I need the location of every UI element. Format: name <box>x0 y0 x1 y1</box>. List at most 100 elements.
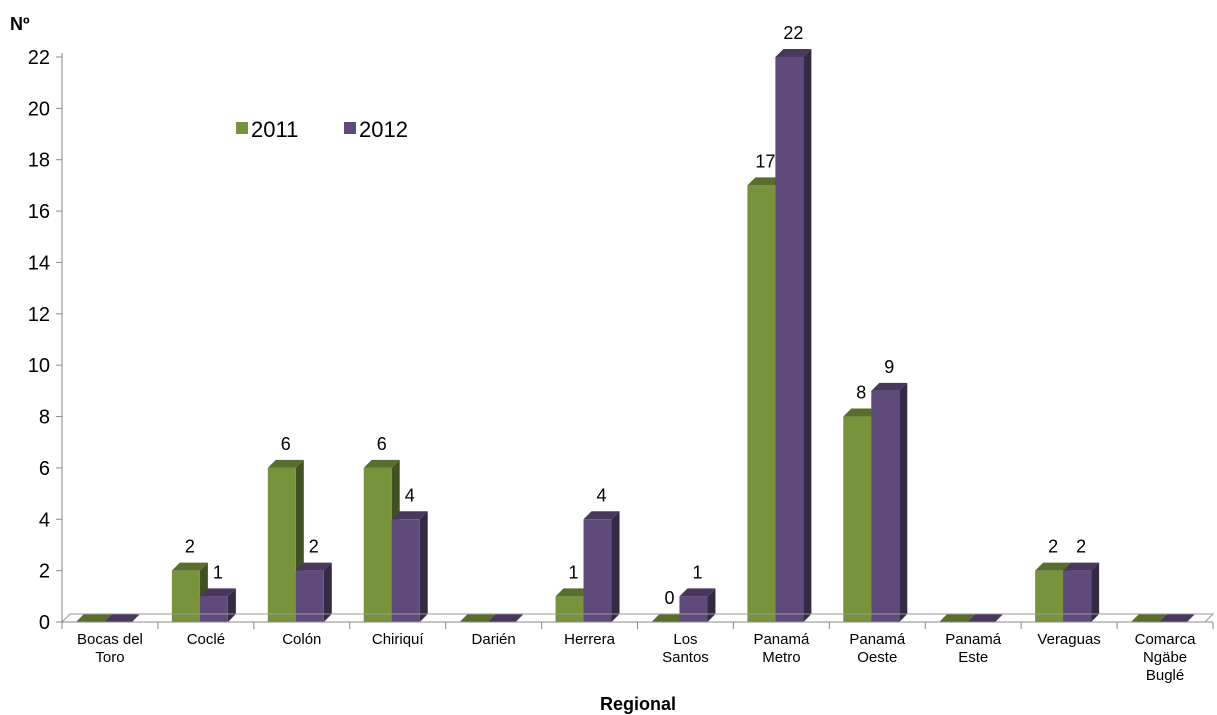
x-axis-title: Regional <box>600 694 676 714</box>
data-label: 1 <box>692 562 702 582</box>
x-tick-label: Los Santos <box>662 631 709 666</box>
x-tick-label: Panamá Metro <box>753 631 810 666</box>
bar-front <box>391 519 420 622</box>
x-tick-label: Chiriquí <box>372 631 425 648</box>
y-tick-label: 8 <box>39 407 50 429</box>
legend-label: 2012 <box>359 117 408 142</box>
x-tick-label: Herrera <box>564 631 616 648</box>
bar-front <box>295 570 324 622</box>
bar-side <box>323 562 332 622</box>
bar-top <box>747 177 784 186</box>
y-tick-label: 20 <box>28 98 50 120</box>
data-label: 2 <box>1048 537 1058 557</box>
bar-top <box>939 614 976 622</box>
data-label: 6 <box>377 434 387 454</box>
bar-front <box>583 519 612 622</box>
data-label: 2 <box>185 537 195 557</box>
bar-top <box>75 614 112 622</box>
data-label: 1 <box>213 562 223 582</box>
bar-top <box>363 459 400 468</box>
x-tick-label: Colón <box>282 631 321 648</box>
bar-2011: 0 <box>651 588 688 622</box>
data-label: 8 <box>856 383 866 403</box>
bar-front <box>1035 570 1064 622</box>
bar-front <box>775 57 804 622</box>
data-label: 0 <box>664 588 674 608</box>
bar-top <box>651 614 688 622</box>
y-axis-title: Nº <box>10 14 30 34</box>
bar-top <box>775 49 812 57</box>
legend-swatch <box>236 122 248 134</box>
bar-2011: 6 <box>267 434 304 622</box>
bar-top <box>967 614 1004 622</box>
bar-2012: 4 <box>583 485 620 622</box>
y-tick-label: 12 <box>28 304 50 326</box>
bar-top <box>103 614 140 622</box>
y-tick-label: 0 <box>39 612 50 634</box>
x-tick-label: Darién <box>472 631 516 648</box>
bar-top <box>391 511 428 520</box>
legend-item-2011: 2011 <box>236 117 298 142</box>
bar-front <box>871 390 900 622</box>
y-axis: 0 2 4 6 8 10 12 14 16 18 20 22 <box>28 47 63 634</box>
bar-2012 <box>1159 614 1196 622</box>
bar-top <box>487 614 524 622</box>
y-tick-label: 10 <box>28 355 50 377</box>
bar-top <box>679 588 716 597</box>
bar-top <box>555 588 592 597</box>
x-tick-label: Bocas del Toro <box>77 631 143 666</box>
data-label: 9 <box>884 357 894 377</box>
bar-top <box>583 511 620 520</box>
bar-2012: 22 <box>775 23 812 622</box>
y-tick-label: 16 <box>28 201 50 223</box>
bar-2011 <box>939 614 976 622</box>
data-label: 1 <box>569 562 579 582</box>
data-label: 4 <box>405 485 415 505</box>
bar-side <box>611 511 620 622</box>
bar-2012: 1 <box>679 562 716 622</box>
bar-front <box>1063 570 1092 622</box>
data-label: 2 <box>309 537 319 557</box>
bar-front <box>199 596 228 622</box>
bar-2012 <box>967 614 1004 622</box>
bar-2012: 9 <box>871 357 908 622</box>
legend-label: 2011 <box>251 117 298 142</box>
bar-top <box>295 562 332 571</box>
data-label: 2 <box>1076 537 1086 557</box>
bar-top <box>1035 562 1072 571</box>
bar-2012: 4 <box>391 485 428 622</box>
bar-front <box>679 596 708 622</box>
bar-top <box>459 614 496 622</box>
bar-top <box>1159 614 1196 622</box>
legend-swatch <box>344 122 356 134</box>
bar-top <box>267 459 304 468</box>
bar-top <box>1131 614 1168 622</box>
y-tick-label: 22 <box>28 47 50 69</box>
bar-top <box>843 408 880 417</box>
y-tick-label: 2 <box>39 561 50 583</box>
bar-side <box>899 382 908 622</box>
bar-2011 <box>1131 614 1168 622</box>
data-label: 22 <box>783 23 803 43</box>
bar-top <box>199 588 236 597</box>
bar-side <box>803 49 812 622</box>
bar-2012: 2 <box>295 537 332 622</box>
bar-front <box>171 570 200 622</box>
bar-front <box>267 467 296 622</box>
bar-top <box>171 562 208 571</box>
x-tick-label: Panamá Oeste <box>849 631 906 666</box>
bar-2011 <box>75 614 112 622</box>
bar-side <box>1091 562 1100 622</box>
data-label: 6 <box>281 434 291 454</box>
x-tick-label: Comarca Ngäbe Buglé <box>1135 631 1197 684</box>
bar-2012 <box>487 614 524 622</box>
bar-top <box>1063 562 1100 571</box>
bar-2012: 2 <box>1063 537 1100 622</box>
bar-side <box>419 511 428 622</box>
bar-front <box>843 416 872 622</box>
x-axis: Bocas del Toro Coclé Colón Chiriquí Darién Her… <box>60 613 1215 684</box>
bar-2012 <box>103 614 140 622</box>
legend: 2011 2012 <box>236 117 408 142</box>
